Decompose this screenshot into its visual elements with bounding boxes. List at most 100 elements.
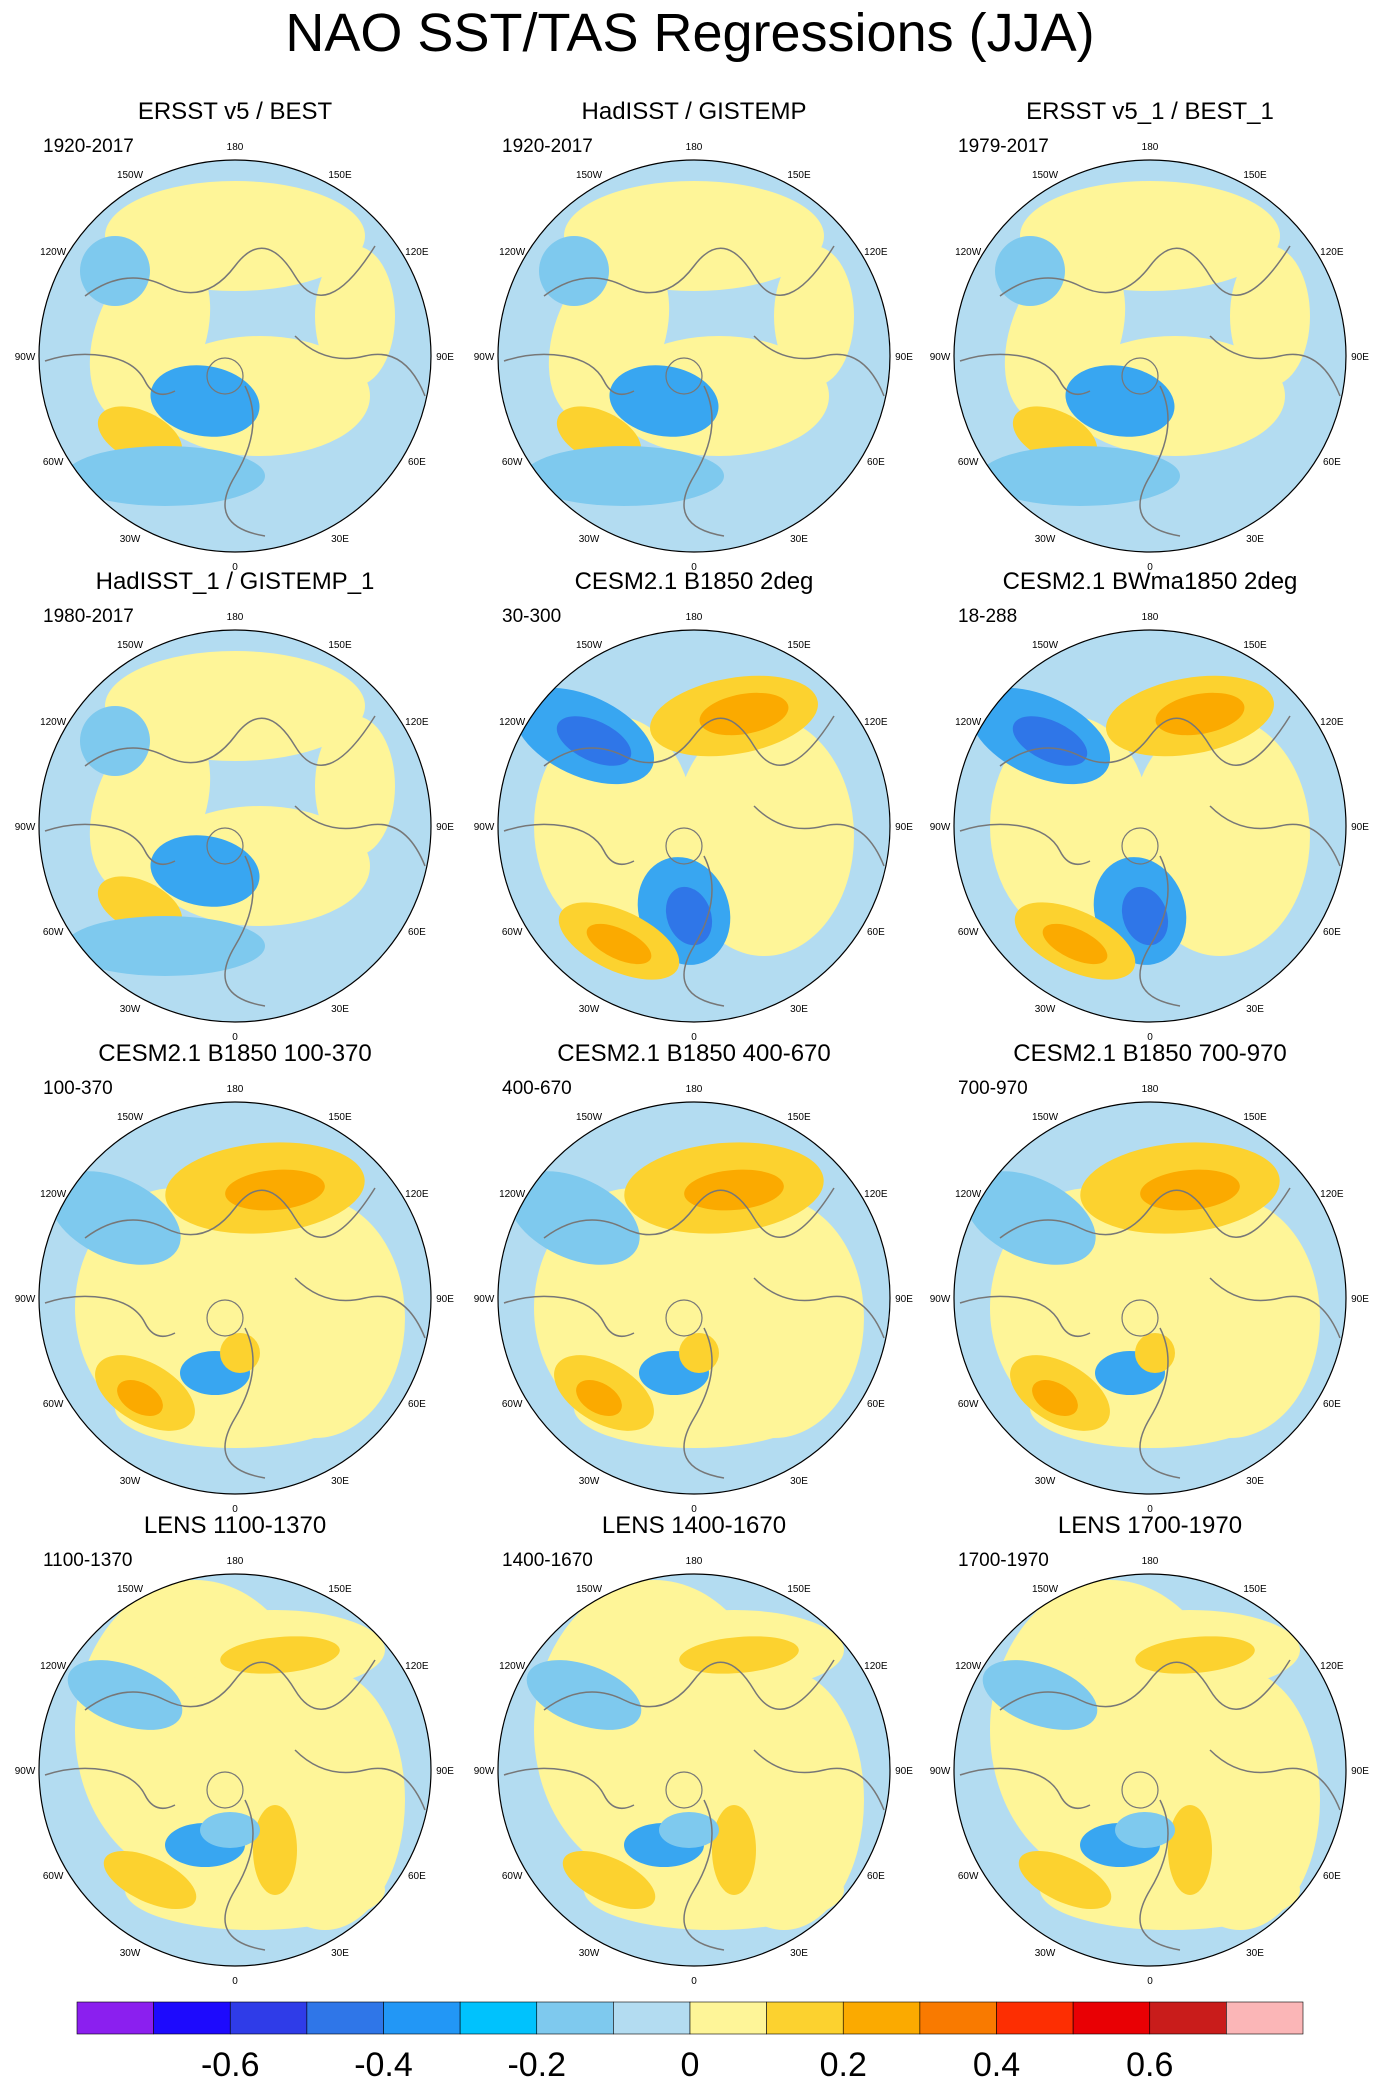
lon-label: 60E (1323, 1399, 1341, 1410)
lon-label: 30W (120, 1476, 141, 1487)
lon-label: 90W (474, 1294, 495, 1305)
coastline (294, 805, 426, 867)
lon-label: 30W (579, 1476, 600, 1487)
anomaly-region (117, 1379, 163, 1417)
lon-label: 150W (117, 1112, 144, 1123)
anomaly-region (995, 236, 1065, 306)
coastline (224, 855, 266, 1007)
panel-period: 1700-1970 (958, 1550, 1049, 1571)
colorbar-tick-label: -0.6 (201, 2046, 260, 2084)
polar-map: 180 150E 120E 90E 60E 30E 0 30W 60W 90W 120W 150W (474, 612, 914, 1042)
lon-label: 60E (1323, 457, 1341, 468)
anomaly-region (586, 923, 652, 965)
lon-label: 150E (787, 170, 811, 181)
coastline (224, 1799, 266, 1951)
lon-label: 0 (1147, 1976, 1153, 1986)
coastline (294, 1277, 426, 1339)
anomaly-region (1065, 365, 1175, 437)
anomaly-region (80, 236, 150, 306)
anomaly-region (1012, 716, 1088, 766)
lon-label: 120E (1320, 1189, 1344, 1200)
map-border (953, 1573, 1347, 1967)
lon-label: 150W (576, 1112, 603, 1123)
map-border (497, 1101, 891, 1495)
main-title: NAO SST/TAS Regressions (JJA) (285, 3, 1095, 63)
lon-label: 30W (1035, 1948, 1056, 1959)
anomaly-region (1135, 1333, 1175, 1373)
lon-label: 90E (895, 1294, 913, 1305)
lon-label: 60W (502, 1871, 523, 1882)
lon-label: 150W (576, 1584, 603, 1595)
lon-label: 60W (502, 927, 523, 938)
lon-label: 0 (232, 562, 238, 572)
coastline (503, 1767, 635, 1810)
anomaly-region (225, 1169, 325, 1211)
anomaly-region (1230, 246, 1310, 386)
lon-label: 150W (117, 1584, 144, 1595)
anomaly-region (67, 1660, 183, 1730)
coastline (44, 823, 176, 866)
lon-label: 90E (895, 352, 913, 363)
anomaly-region (982, 1660, 1098, 1730)
panel-title: CESM2.1 B1850 2deg (574, 568, 814, 595)
lon-label: 90E (436, 1766, 454, 1777)
colorbar-swatch (1226, 2001, 1304, 2035)
lon-label: 0 (232, 1504, 238, 1514)
lon-label: 120E (864, 1189, 888, 1200)
panel-title: ERSST v5_1 / BEST_1 (1026, 98, 1274, 125)
panel-period: 700-970 (958, 1078, 1028, 1099)
lon-label: 120W (40, 1661, 67, 1672)
colorbar-tick-label: -0.4 (354, 2046, 413, 2084)
lon-label: 90W (930, 1766, 951, 1777)
polar-map: 180 150E 120E 90E 60E 30E 0 30W 60W 90W 120W 150W (930, 142, 1370, 572)
lon-label: 90W (474, 822, 495, 833)
greenland-outline (1121, 357, 1159, 395)
polar-map: 180 150E 120E 90E 60E 30E 0 30W 60W 90W 120W 150W (474, 1084, 914, 1514)
colorbar-swatch (459, 2001, 538, 2035)
lon-label: 180 (686, 1556, 703, 1567)
lon-label: 30E (331, 1948, 349, 1959)
lon-label: 60W (502, 457, 523, 468)
coastline (1209, 335, 1341, 397)
greenland-outline (665, 1771, 703, 1809)
anomaly-region (125, 1850, 385, 1930)
anomaly-region (556, 716, 632, 766)
map-border (497, 629, 891, 1023)
anomaly-region (684, 1169, 784, 1211)
anomaly-region (315, 246, 395, 386)
colorbar-swatch (842, 2001, 921, 2035)
lon-label: 30W (579, 1004, 600, 1015)
anomaly-region (539, 236, 609, 306)
lon-label: 30E (790, 1004, 808, 1015)
map-panel-1: 180 150E 120E 90E 60E 30E 0 30W 60W 90W 120W 150W ER… (5, 98, 465, 572)
lon-label: 30E (1246, 1476, 1264, 1487)
lon-label: 150E (1243, 170, 1267, 181)
greenland-outline (1121, 1771, 1159, 1809)
colorbar-swatch (153, 2001, 231, 2035)
lon-label: 30E (331, 1004, 349, 1015)
lon-label: 120W (955, 1661, 982, 1672)
coastline (294, 1749, 426, 1811)
coastline (44, 353, 176, 396)
coastline (959, 1767, 1091, 1810)
colorbar-swatch (919, 2001, 997, 2035)
map-border (38, 629, 432, 1023)
anomaly-region (659, 1812, 719, 1848)
lon-label: 120E (864, 1661, 888, 1672)
panel-title: LENS 1100-1370 (143, 1512, 327, 1539)
lon-label: 90W (930, 1294, 951, 1305)
panel-period: 100-370 (43, 1078, 113, 1099)
colorbar-swatch (1072, 2001, 1151, 2035)
lon-label: 60E (867, 457, 885, 468)
map-border (953, 159, 1347, 553)
anomaly-region (200, 1812, 260, 1848)
panel-title: ERSST v5 / BEST (137, 98, 333, 125)
anomaly-region (712, 1805, 756, 1895)
lon-label: 0 (691, 1976, 697, 1986)
lon-label: 150W (1032, 170, 1059, 181)
anomaly-region (150, 835, 260, 907)
lon-label: 180 (686, 142, 703, 153)
anomaly-region (1032, 1379, 1078, 1417)
coastline (1209, 1749, 1341, 1811)
anomaly-region (774, 246, 854, 386)
